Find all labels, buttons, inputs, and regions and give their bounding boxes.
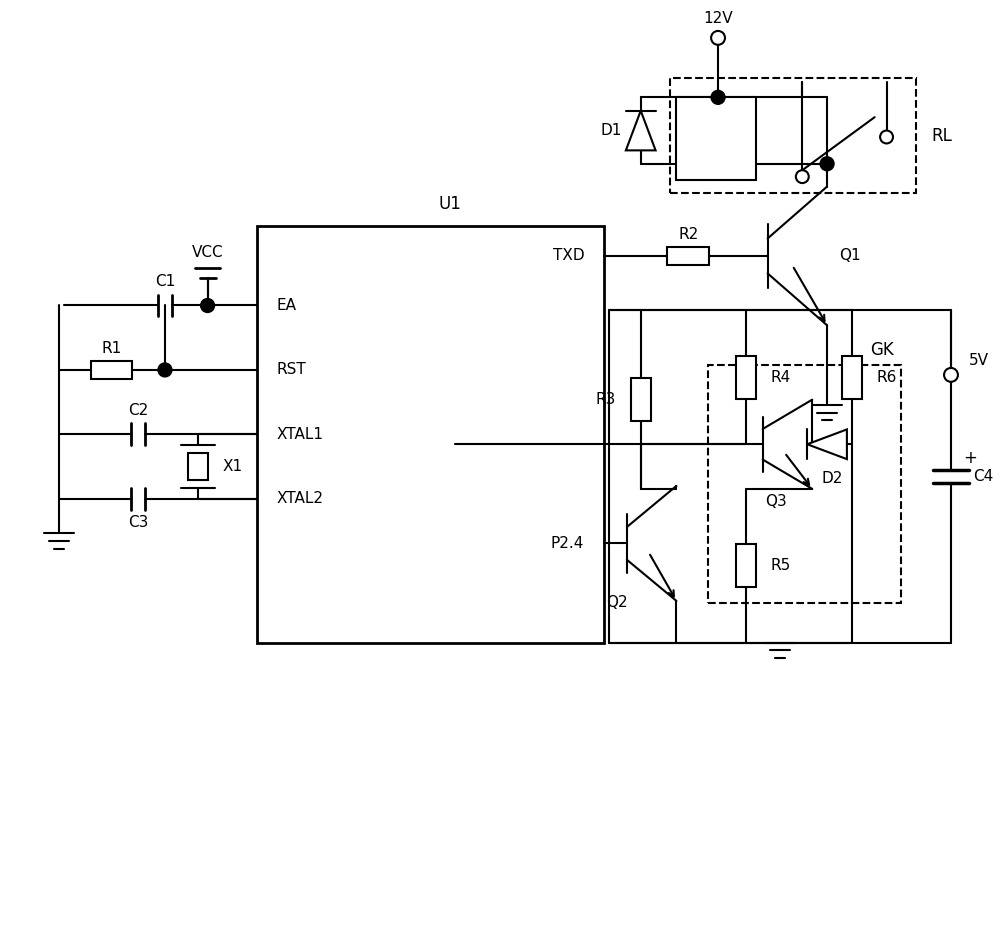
Circle shape xyxy=(880,131,893,143)
Text: GK: GK xyxy=(870,341,893,359)
Text: +: + xyxy=(963,449,977,467)
Bar xyxy=(631,378,651,421)
Circle shape xyxy=(201,299,215,312)
Text: VCC: VCC xyxy=(192,246,223,260)
Bar xyxy=(708,365,901,603)
Text: Q3: Q3 xyxy=(765,494,786,510)
Circle shape xyxy=(944,368,958,381)
Text: RL: RL xyxy=(931,126,952,144)
Bar xyxy=(670,78,916,194)
Text: R1: R1 xyxy=(101,341,122,356)
Text: C1: C1 xyxy=(155,274,175,289)
Polygon shape xyxy=(807,429,847,459)
Text: C3: C3 xyxy=(128,515,148,530)
Text: 12V: 12V xyxy=(703,10,733,26)
Text: R5: R5 xyxy=(771,558,791,573)
Text: D2: D2 xyxy=(821,472,843,487)
Bar xyxy=(736,356,756,400)
Bar xyxy=(91,361,132,379)
Bar xyxy=(257,226,604,642)
Bar xyxy=(667,247,709,265)
Text: X1: X1 xyxy=(222,459,243,474)
Text: R4: R4 xyxy=(771,370,791,385)
Text: C2: C2 xyxy=(128,403,148,419)
Text: TXD: TXD xyxy=(553,249,584,264)
Text: C4: C4 xyxy=(973,469,993,484)
Text: XTAL2: XTAL2 xyxy=(277,492,324,506)
Text: R6: R6 xyxy=(877,370,897,385)
Text: R2: R2 xyxy=(678,227,698,242)
Polygon shape xyxy=(626,111,656,150)
Circle shape xyxy=(158,363,172,377)
Bar xyxy=(188,453,208,480)
Text: Q1: Q1 xyxy=(839,249,861,264)
Text: U1: U1 xyxy=(439,195,462,214)
Text: 5V: 5V xyxy=(969,352,989,367)
Text: EA: EA xyxy=(277,298,297,313)
Circle shape xyxy=(796,170,809,183)
Circle shape xyxy=(711,31,725,45)
Bar xyxy=(736,544,756,587)
Bar xyxy=(842,356,862,400)
Text: P2.4: P2.4 xyxy=(551,536,584,550)
Circle shape xyxy=(820,157,834,171)
Circle shape xyxy=(711,90,725,104)
Text: Q2: Q2 xyxy=(606,595,628,610)
Text: XTAL1: XTAL1 xyxy=(277,427,324,442)
Text: D1: D1 xyxy=(600,123,622,138)
Bar xyxy=(676,98,756,179)
Text: RST: RST xyxy=(277,363,307,378)
Text: R3: R3 xyxy=(596,392,616,407)
